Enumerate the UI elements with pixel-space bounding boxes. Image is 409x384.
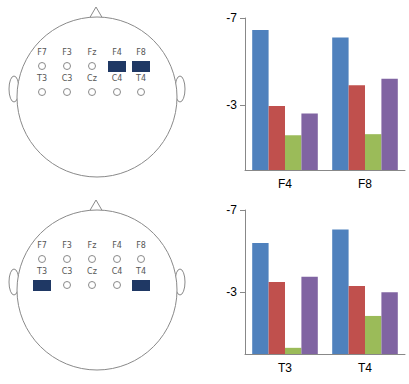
svg-text:Cz: Cz xyxy=(87,74,97,83)
svg-text:F4: F4 xyxy=(112,241,122,250)
svg-text:C3: C3 xyxy=(62,267,73,276)
svg-text:F7: F7 xyxy=(37,48,47,57)
svg-text:F3: F3 xyxy=(62,241,72,250)
svg-text:F3: F3 xyxy=(62,48,72,57)
svg-text:Fz: Fz xyxy=(88,241,97,250)
svg-text:T4: T4 xyxy=(358,361,372,375)
svg-text:-3: -3 xyxy=(226,98,237,112)
svg-text:F4: F4 xyxy=(112,48,122,57)
svg-text:Cz: Cz xyxy=(87,267,97,276)
svg-text:F8: F8 xyxy=(136,48,146,57)
svg-text:T3: T3 xyxy=(36,74,47,83)
svg-text:T3: T3 xyxy=(36,267,47,276)
svg-text:T4: T4 xyxy=(135,267,146,276)
svg-text:F8: F8 xyxy=(136,241,146,250)
svg-text:T3: T3 xyxy=(278,361,292,375)
svg-text:F8: F8 xyxy=(358,177,372,191)
svg-text:T4: T4 xyxy=(135,74,146,83)
svg-text:C3: C3 xyxy=(62,74,73,83)
svg-text:-3: -3 xyxy=(226,285,237,299)
svg-text:F7: F7 xyxy=(37,241,47,250)
svg-text:C4: C4 xyxy=(112,267,123,276)
svg-text:C4: C4 xyxy=(112,74,123,83)
svg-text:F4: F4 xyxy=(278,177,292,191)
svg-text:-7: -7 xyxy=(226,203,237,217)
svg-text:Fz: Fz xyxy=(88,48,97,57)
svg-text:-7: -7 xyxy=(226,11,237,25)
